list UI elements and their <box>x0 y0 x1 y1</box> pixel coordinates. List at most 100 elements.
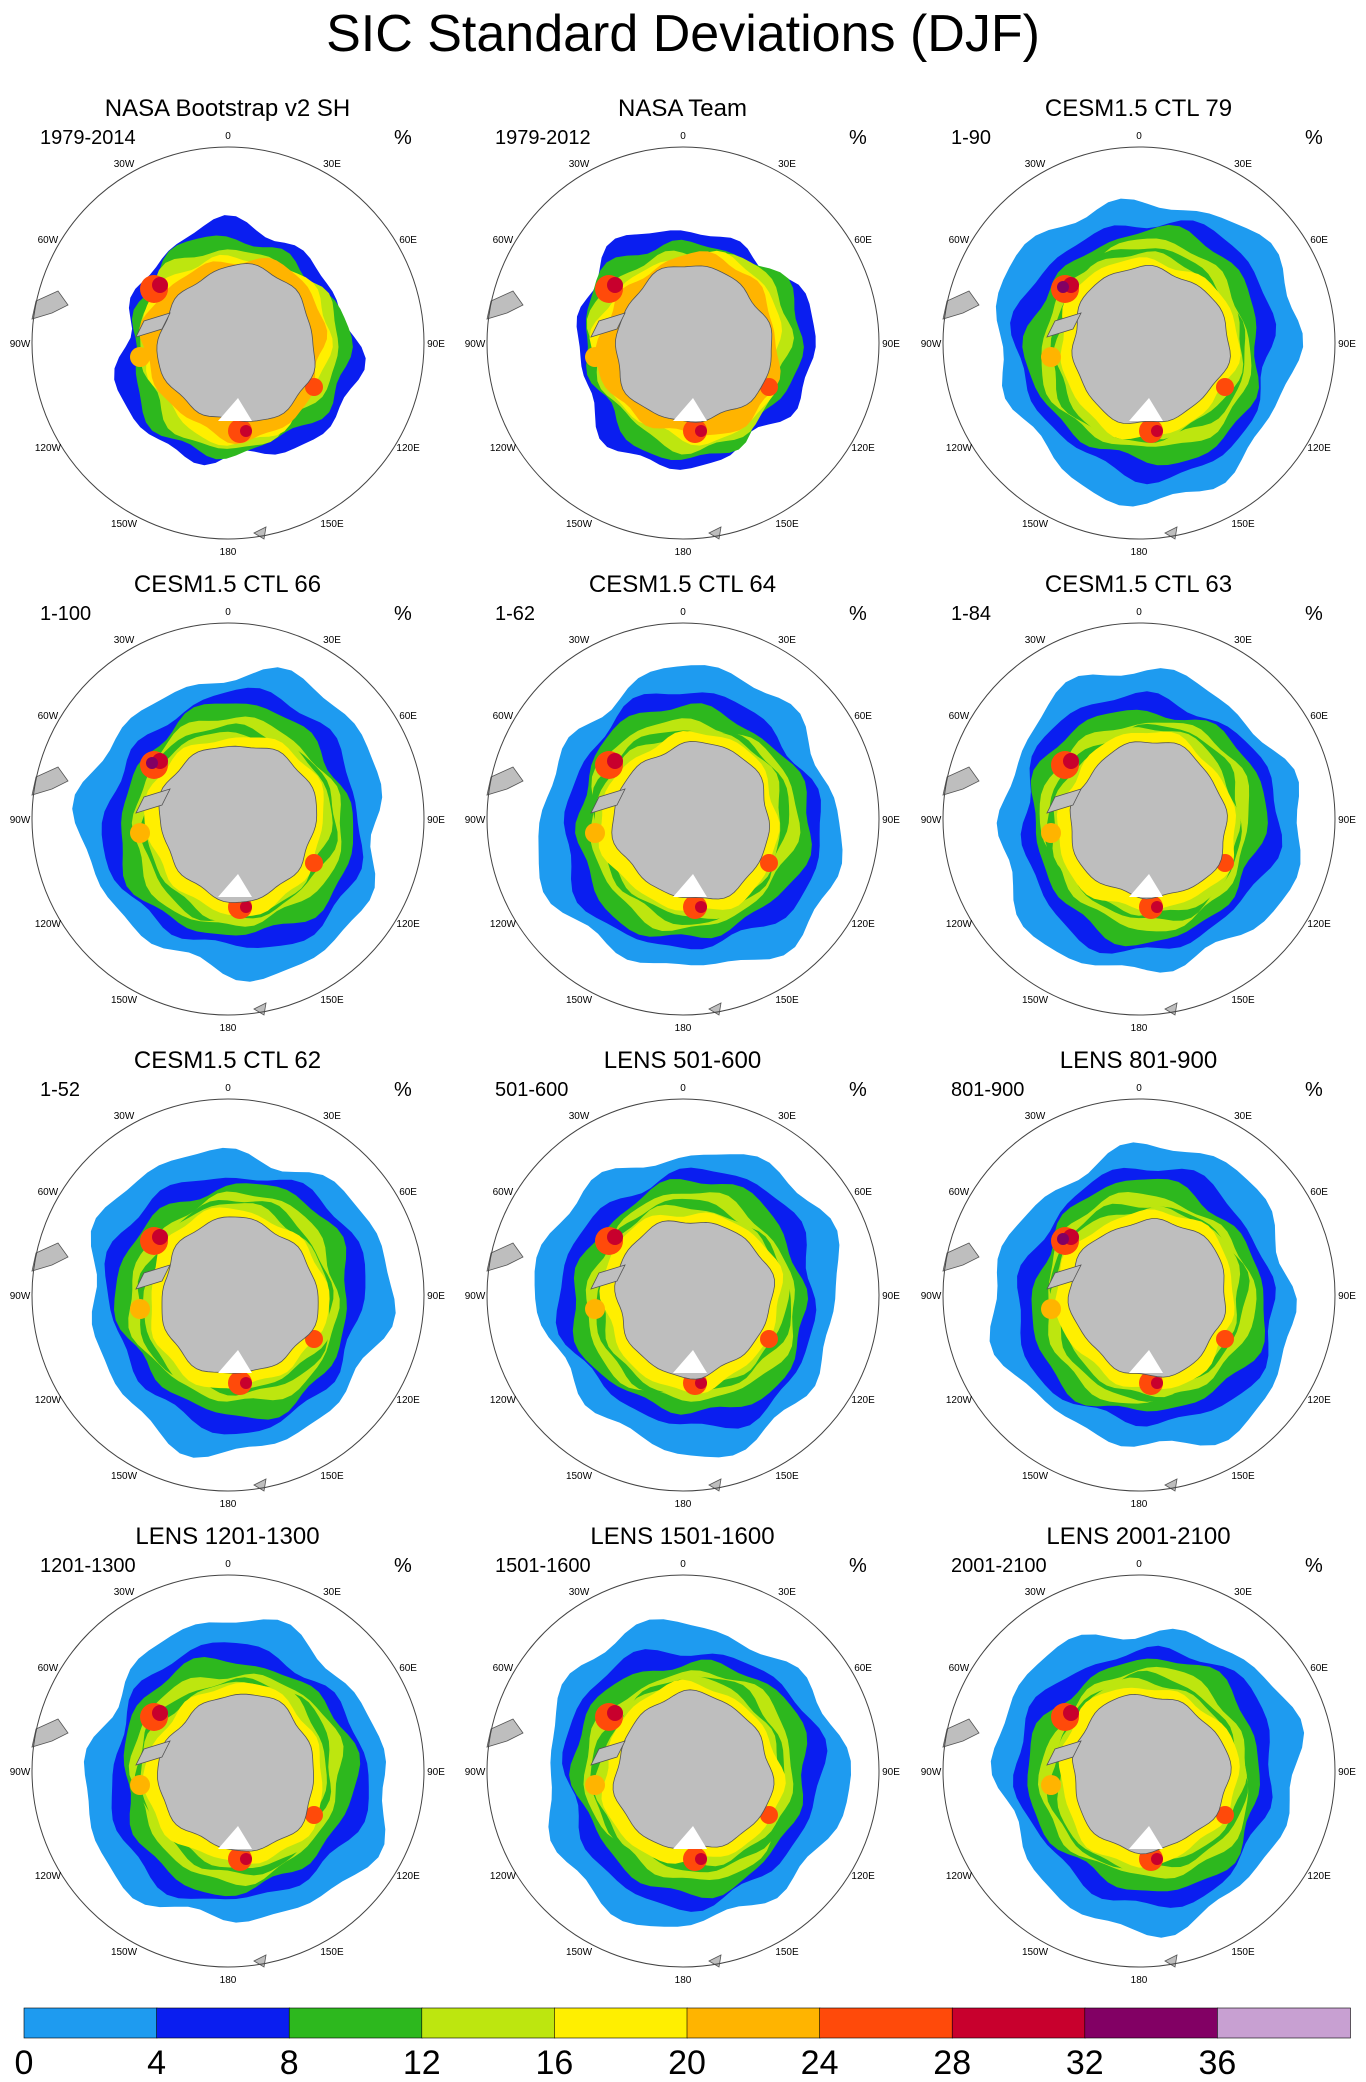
longitude-label: 90E <box>1338 1767 1356 1778</box>
longitude-label: 150E <box>775 519 799 530</box>
antarctic-peninsula <box>590 312 626 338</box>
polar-map: 0 30E 60E 90E 120E 150E 180 150W 120W 90W 60W 30W <box>10 607 446 1034</box>
colorbar-swatch <box>23 2007 158 2039</box>
longitude-label: 30E <box>778 635 796 646</box>
panel-period: 501-600 <box>495 1079 569 1101</box>
panel-period: 1-90 <box>951 127 992 149</box>
antarctica-land <box>614 1220 776 1380</box>
longitude-label: 120E <box>396 919 420 930</box>
antarctica-land <box>611 741 771 900</box>
colorbar-swatch <box>819 2007 953 2039</box>
longitude-label: 60W <box>38 1187 59 1198</box>
south-america-land <box>486 1242 524 1272</box>
longitude-label: 60E <box>1310 711 1328 722</box>
antarctic-peninsula <box>1046 1740 1082 1766</box>
longitude-label: 180 <box>1131 1499 1148 1510</box>
panel-period: 801-900 <box>951 1079 1025 1101</box>
longitude-label: 30W <box>569 159 590 170</box>
map-boundary <box>942 1098 1336 1492</box>
longitude-label: 30W <box>1025 1587 1046 1598</box>
longitude-label: 90W <box>10 1767 31 1778</box>
longitude-label: 30E <box>778 1587 796 1598</box>
panel-period: 1201-1300 <box>40 1555 136 1577</box>
south-america-land <box>942 290 980 320</box>
panel-period: 1-62 <box>495 603 536 625</box>
longitude-label: 60W <box>949 235 970 246</box>
panel-title: LENS 1201-1300 <box>135 1523 320 1550</box>
sic-hotspot <box>585 347 605 367</box>
longitude-label: 60E <box>399 711 417 722</box>
longitude-label: 0 <box>680 131 686 142</box>
sic-hotspot <box>1063 1705 1079 1721</box>
longitude-label: 30E <box>778 159 796 170</box>
longitude-label: 0 <box>1136 607 1142 618</box>
map-panel: CESM1.5 CTL 63 1-84% 0 30E 60E 90E 120E 150E 180… <box>911 571 1366 1047</box>
antarctica-land <box>612 1689 775 1849</box>
unit-label: % <box>849 603 867 625</box>
longitude-label: 180 <box>1131 1023 1148 1034</box>
unit-label: % <box>849 127 867 149</box>
map-boundary <box>31 1098 425 1492</box>
longitude-label: 30W <box>114 159 135 170</box>
colorbar-tick-label: 4 <box>147 2044 166 2082</box>
panel-period: 1-52 <box>40 1079 81 1101</box>
sic-hotspot <box>1063 753 1079 769</box>
sic-hotspot <box>760 1806 778 1824</box>
longitude-label: 150E <box>775 1471 799 1482</box>
sic-hotspot <box>1151 1377 1163 1389</box>
longitude-label: 30E <box>323 1587 341 1598</box>
longitude-label: 0 <box>225 131 231 142</box>
longitude-label: 30E <box>323 1111 341 1122</box>
map-boundary <box>486 622 880 1016</box>
ross-ice-shelf <box>673 1826 707 1849</box>
longitude-label: 150E <box>1231 1947 1255 1958</box>
antarctica-land <box>614 265 773 423</box>
longitude-label: 150E <box>1231 995 1255 1006</box>
longitude-label: 150E <box>320 1947 344 1958</box>
unit-label: % <box>1305 127 1323 149</box>
longitude-label: 150W <box>1022 519 1049 530</box>
longitude-label: 120E <box>851 1871 875 1882</box>
map-boundary <box>31 1574 425 1968</box>
longitude-label: 60E <box>1310 1187 1328 1198</box>
colorbar-tick-label: 28 <box>933 2044 971 2082</box>
longitude-label: 60W <box>493 1187 514 1198</box>
antarctica-land <box>161 1216 319 1374</box>
polar-map: 0 30E 60E 90E 120E 150E 180 150W 120W 90W 60W 30W <box>10 131 446 558</box>
polar-map: 0 30E 60E 90E 120E 150E 180 150W 120W 90W 60W 30W <box>465 1083 901 1510</box>
longitude-label: 180 <box>220 1975 237 1986</box>
sic-hotspot <box>130 1299 150 1319</box>
sic-hotspot <box>1216 378 1234 396</box>
longitude-label: 120E <box>396 1395 420 1406</box>
longitude-label: 60E <box>1310 235 1328 246</box>
longitude-label: 150E <box>775 1947 799 1958</box>
polar-map: 0 30E 60E 90E 120E 150E 180 150W 120W 90W 60W 30W <box>921 1083 1357 1510</box>
longitude-label: 30E <box>1234 1111 1252 1122</box>
sic-hotspot <box>130 1775 150 1795</box>
polar-map: 0 30E 60E 90E 120E 150E 180 150W 120W 90W 60W 30W <box>10 1083 446 1510</box>
map-panel: CESM1.5 CTL 79 1-90% 0 30E 60E 90E 120E 150E 180… <box>911 95 1366 571</box>
antarctic-peninsula <box>1046 788 1082 814</box>
sic-hotspot <box>152 277 168 293</box>
longitude-label: 30E <box>1234 635 1252 646</box>
antarctica-land <box>1067 1218 1227 1378</box>
panel-title: LENS 801-900 <box>1059 1047 1218 1074</box>
panel-title: CESM1.5 CTL 79 <box>1044 95 1233 122</box>
panel-title: LENS 1501-1600 <box>590 1523 775 1550</box>
antarctic-peninsula <box>590 788 626 814</box>
panel-title: LENS 501-600 <box>603 1047 762 1074</box>
longitude-label: 30E <box>1234 159 1252 170</box>
south-america-land <box>31 290 69 320</box>
south-america-land <box>486 1718 524 1748</box>
south-america-land <box>486 766 524 796</box>
longitude-label: 150E <box>320 995 344 1006</box>
longitude-label: 150E <box>775 995 799 1006</box>
ross-ice-shelf <box>1129 1826 1163 1849</box>
longitude-label: 150W <box>566 1947 593 1958</box>
longitude-label: 90E <box>427 815 445 826</box>
longitude-label: 30E <box>323 635 341 646</box>
south-america-land <box>942 766 980 796</box>
longitude-label: 0 <box>680 607 686 618</box>
longitude-label: 180 <box>675 547 692 558</box>
longitude-label: 120E <box>1307 443 1331 454</box>
